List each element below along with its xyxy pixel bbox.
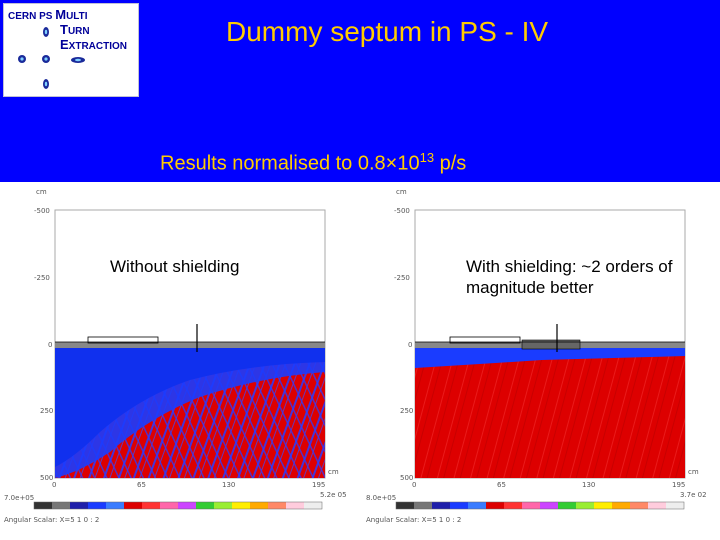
scale-max-left: 7.0e+05 xyxy=(4,494,34,502)
logo-text-urn: URN xyxy=(67,26,90,37)
y-tick-label: -250 xyxy=(34,274,50,282)
footer-label: Angular Scalar: X=5 1 0 : 2 xyxy=(366,516,461,524)
y-tick-label: -500 xyxy=(34,207,50,215)
septum-outline xyxy=(87,336,159,344)
logo-text-ulti: ULTI xyxy=(66,11,88,22)
x-tick-label: 65 xyxy=(137,481,146,489)
cern-logo: CERN PS MULTI TURN EXTRACTION xyxy=(3,3,139,97)
unit-right-label: cm xyxy=(328,468,339,476)
dose-region-red xyxy=(415,345,685,478)
dose-region-blue-dense xyxy=(55,347,325,467)
x-tick-label: 0 xyxy=(52,481,56,489)
beamlet-dots-icon xyxy=(18,27,85,89)
shielding-block xyxy=(521,339,581,350)
dose-region-blue xyxy=(415,347,685,368)
scale-max-left: 8.0e+05 xyxy=(366,494,396,502)
subtitle-prefix: Results normalised to 0.8×10 xyxy=(160,152,420,175)
scale-max-right: 3.7e 02 xyxy=(680,491,707,499)
y-tick-label: -250 xyxy=(394,274,410,282)
y-tick-label: 0 xyxy=(408,341,412,349)
y-tick-label: 250 xyxy=(40,407,53,415)
subtitle-suffix: p/s xyxy=(434,152,467,175)
unit-top-label: cm xyxy=(396,188,407,196)
footer-label: Angular Scalar: X=5 1 0 : 2 xyxy=(4,516,99,524)
y-tick-label: 500 xyxy=(40,474,53,482)
dose-map-left: cm -500 -250 0 250 500 0 65 130 195 cm xyxy=(4,188,347,524)
x-tick-label: 130 xyxy=(222,481,235,489)
y-tick-label: 500 xyxy=(400,474,413,482)
x-tick-label: 195 xyxy=(672,481,685,489)
y-tick-label: -500 xyxy=(394,207,410,215)
scale-max-right: 5.2e 05 xyxy=(320,491,347,499)
unit-right-label: cm xyxy=(688,468,699,476)
annotation-with-shielding: With shielding: ~2 orders of magnitude b… xyxy=(466,257,673,297)
unit-top-label: cm xyxy=(36,188,47,196)
plot-without-shielding: cm -500 -250 0 250 500 0 65 130 195 cm xyxy=(0,182,355,540)
x-tick-label: 130 xyxy=(582,481,595,489)
septum-outline xyxy=(449,336,521,344)
color-scale-bar xyxy=(395,501,685,510)
x-tick-label: 65 xyxy=(497,481,506,489)
septum-floor xyxy=(55,342,325,348)
dose-map-right: cm -500 -250 0 250 500 0 65 130 195 cm 8… xyxy=(366,188,707,524)
logo-text-m: M xyxy=(55,7,67,22)
logo-text-cern-ps: CERN PS xyxy=(8,11,53,22)
logo-text-e: E xyxy=(60,37,69,52)
logo-text-xtraction: XTRACTION xyxy=(68,41,128,52)
y-tick-label: 0 xyxy=(48,341,52,349)
color-scale-bar xyxy=(33,501,323,510)
subtitle-exponent: 13 xyxy=(419,150,435,165)
logo-text-t: T xyxy=(60,22,68,37)
x-tick-label: 0 xyxy=(412,481,416,489)
slide-subtitle: Results normalised to 0.8×1013 p/s xyxy=(160,150,466,176)
plot-with-shielding: cm -500 -250 0 250 500 0 65 130 195 cm 8… xyxy=(362,182,717,540)
annotation-without-shielding: Without shielding xyxy=(110,257,240,276)
slide-title: Dummy septum in PS - IV xyxy=(226,16,549,47)
x-tick-label: 195 xyxy=(312,481,325,489)
y-tick-label: 250 xyxy=(400,407,413,415)
